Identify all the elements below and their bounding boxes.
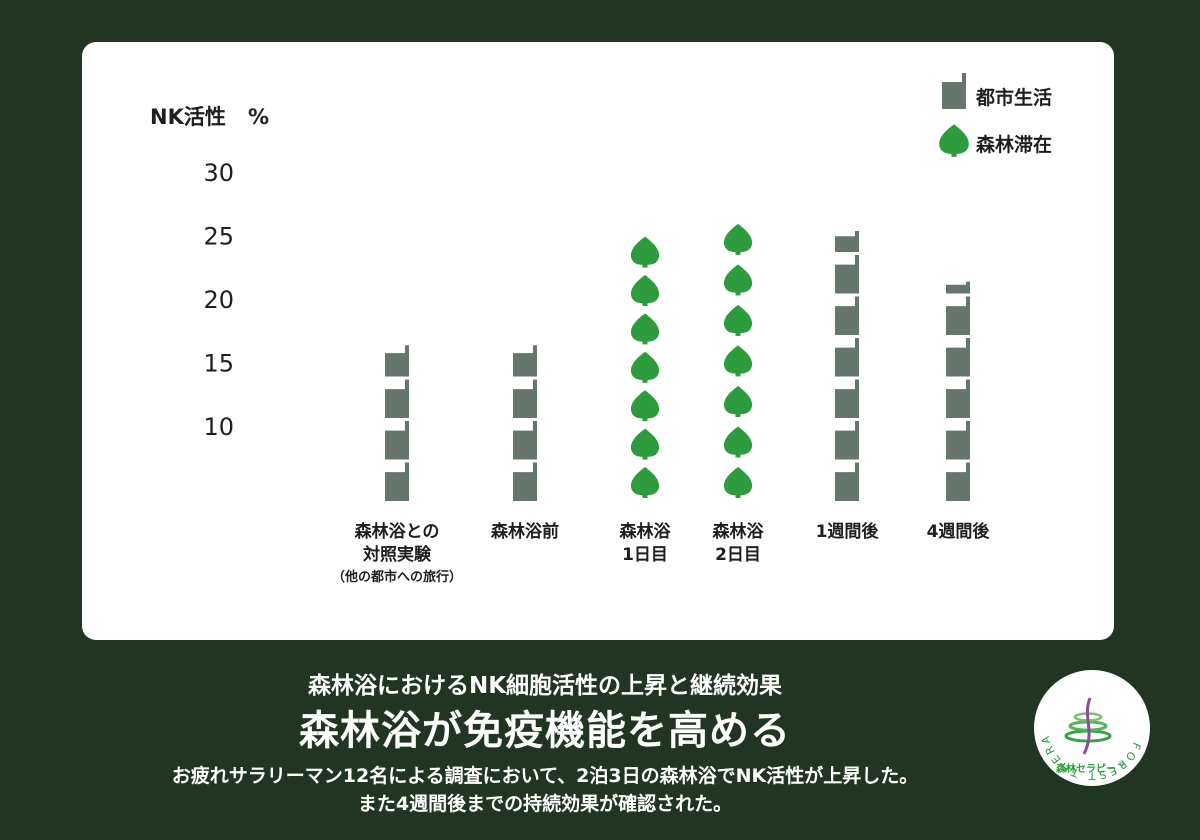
- building-icon: [835, 338, 859, 377]
- tree-icon: [630, 313, 660, 345]
- y-tick-label: 20: [203, 286, 234, 314]
- logo-caption: 森林セラピー: [1055, 762, 1116, 775]
- building-icon: [385, 462, 409, 501]
- y-tick-label: 15: [203, 349, 234, 377]
- bar-6: [946, 281, 970, 501]
- bar-3: [630, 236, 660, 498]
- bar-2: [513, 345, 537, 501]
- y-tick-label: 25: [203, 222, 234, 250]
- y-axis-label: NK活性: [150, 105, 226, 129]
- tree-icon: [723, 264, 753, 296]
- forest-therapy-logo: FOREST THERAPY 森林セラピー ®: [1032, 668, 1150, 786]
- category-label: 森林浴前: [491, 521, 559, 542]
- building-icon: [385, 379, 409, 418]
- building-icon: [946, 296, 970, 335]
- description-line-1: お疲れサラリーマン12名による調査において、2泊3日の森林浴でNK活性が上昇した…: [171, 765, 919, 787]
- building-icon: [835, 296, 859, 335]
- building-icon: [835, 421, 859, 460]
- category-label: 1日目: [622, 545, 668, 565]
- description: お疲れサラリーマン12名による調査において、2泊3日の森林浴でNK活性が上昇した…: [0, 762, 1090, 818]
- category-label: 森林浴: [620, 521, 672, 542]
- description-line-2: また4週間後までの持続効果が確認された。: [357, 793, 733, 815]
- building-icon: [946, 421, 970, 460]
- tree-icon: [630, 236, 660, 268]
- chart-marks: [385, 223, 970, 501]
- tree-icon: [630, 274, 660, 306]
- chart-panel: NK活性% 10 15 20 25 30 森林浴との 対照実験 （他の都市への旅行） 森林浴前森…: [82, 42, 1114, 640]
- tree-icon: [630, 390, 660, 422]
- bar-5: [835, 230, 859, 501]
- bar-1: [385, 345, 409, 501]
- logo-registered-mark: ®: [1118, 760, 1125, 768]
- chart-subtitle: 森林浴におけるNK細胞活性の上昇と継続効果: [307, 673, 783, 699]
- building-icon: [513, 462, 537, 501]
- category-label: 森林浴との: [355, 521, 440, 542]
- category-label: 森林浴: [713, 521, 765, 542]
- building-icon: [513, 379, 537, 418]
- tree-icon: [723, 223, 753, 255]
- chart: NK活性 %1015202530 森林浴との対照実験（他の都市への旅行）森林浴前森…: [150, 73, 1052, 585]
- tree-icon: [630, 351, 660, 383]
- category-label: 2日目: [715, 545, 761, 565]
- bar-4: [723, 223, 753, 498]
- building-icon: [946, 338, 970, 377]
- building-icon: [835, 379, 859, 418]
- tree-icon: [723, 304, 753, 336]
- building-icon: [835, 230, 859, 252]
- category-label: 4週間後: [927, 521, 991, 542]
- building-icon: [835, 255, 859, 294]
- building-icon: [385, 421, 409, 460]
- y-axis-unit: %: [248, 105, 269, 129]
- tree-icon: [723, 426, 753, 458]
- building-icon: [946, 281, 970, 294]
- legend-label: 都市生活: [975, 86, 1052, 109]
- legend-tree-icon: [939, 124, 969, 157]
- tree-icon: [723, 345, 753, 377]
- category-label: 対照実験: [362, 544, 432, 565]
- y-tick-label: 10: [203, 413, 234, 441]
- tree-icon: [630, 428, 660, 460]
- building-icon: [835, 462, 859, 501]
- building-icon: [385, 345, 409, 377]
- building-icon: [946, 379, 970, 418]
- logo-mark-icon: [1064, 697, 1112, 755]
- building-icon: [513, 421, 537, 460]
- y-axis: NK活性 % 10 15 20 25 30: [150, 105, 269, 441]
- tree-icon: [630, 467, 660, 498]
- building-icon: [513, 345, 537, 377]
- building-icon: [946, 462, 970, 501]
- category-sublabel: （他の都市への旅行）: [332, 569, 462, 585]
- legend-label: 森林滞在: [976, 133, 1052, 156]
- page-title: 森林浴が免疫機能を高める: [299, 708, 791, 754]
- legend-building-icon: [942, 73, 966, 109]
- tree-icon: [723, 385, 753, 417]
- y-tick-label: 30: [203, 159, 234, 187]
- category-label: 1週間後: [816, 521, 880, 542]
- tree-icon: [723, 467, 753, 498]
